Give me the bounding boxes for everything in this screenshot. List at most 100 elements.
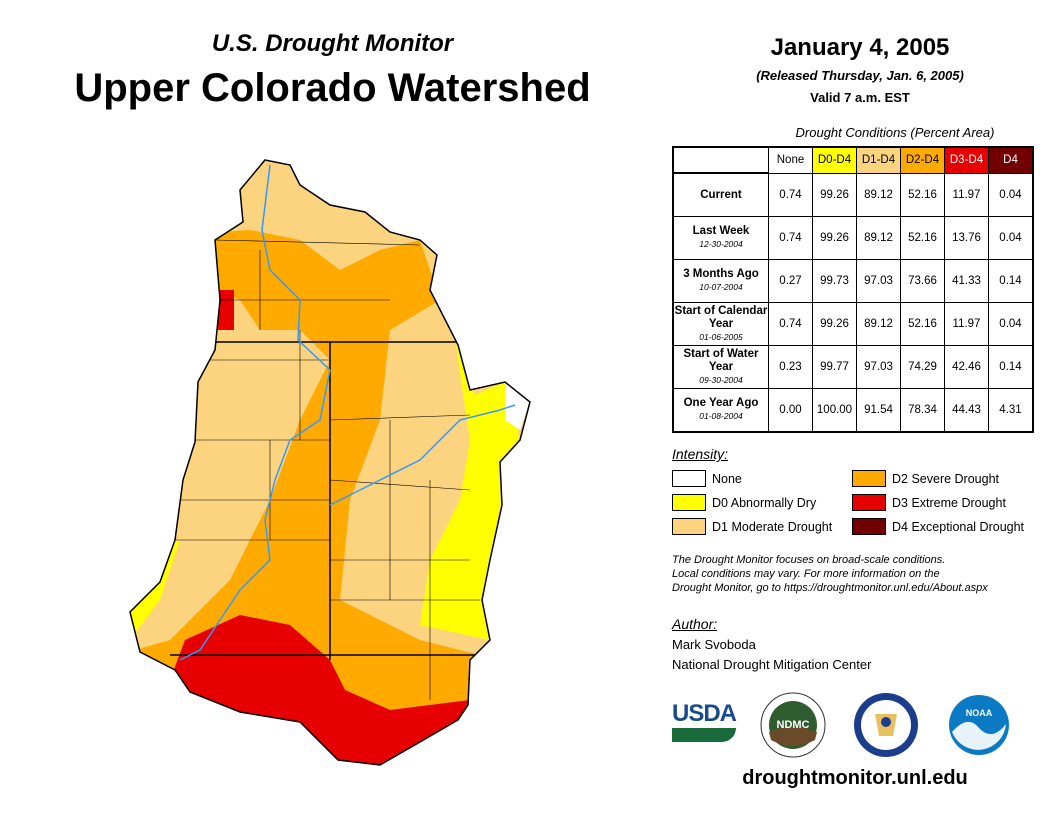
note-line: Drought Monitor, go to https://droughtmo… — [672, 582, 988, 594]
website-url[interactable]: droughtmonitor.unl.edu — [742, 767, 968, 789]
table-cell: 0.27 — [768, 259, 813, 303]
table-cell: 99.26 — [812, 302, 857, 346]
legend-item: D0 Abnormally Dry — [672, 494, 816, 511]
author-name: Mark Svoboda — [672, 637, 756, 652]
table-cell: 99.26 — [812, 172, 857, 217]
table-caption: Drought Conditions (Percent Area) — [795, 125, 995, 140]
table-cell: 0.14 — [988, 345, 1034, 389]
row-label: Start of Water Year 09-30-2004 — [672, 345, 769, 389]
legend-label: D0 Abnormally Dry — [712, 495, 817, 510]
row-date: 01-08-2004 — [699, 411, 743, 421]
note-line: The Drought Monitor focuses on broad-sca… — [672, 554, 946, 566]
column-header: None — [768, 146, 813, 174]
row-label-text: Current — [700, 188, 742, 201]
ndmc-logo: NDMC — [760, 692, 826, 758]
table-cell: 0.14 — [988, 259, 1034, 303]
row-date: 10-07-2004 — [699, 282, 743, 292]
legend-item: D1 Moderate Drought — [672, 518, 832, 535]
state-lines — [170, 341, 500, 660]
author-title: Author: — [672, 616, 718, 632]
map-date: January 4, 2005 — [770, 34, 950, 61]
author-org: National Drought Mitigation Center — [672, 657, 872, 672]
row-label: One Year Ago 01-08-2004 — [672, 388, 769, 433]
watershed-map — [129, 159, 531, 766]
table-cell: 89.12 — [856, 172, 901, 217]
legend-swatch — [852, 470, 886, 487]
table-cell: 99.77 — [812, 345, 857, 389]
table-cell: 74.29 — [900, 345, 945, 389]
row-date: 12-30-2004 — [699, 239, 743, 249]
table-cell: 99.26 — [812, 216, 857, 260]
table-cell: 0.74 — [768, 216, 813, 260]
legend-swatch — [852, 494, 886, 511]
table-row: 3 Months Ago 10-07-2004 0.27 99.73 97.03 73.6… — [672, 259, 1034, 303]
svg-text:NDMC: NDMC — [777, 719, 810, 731]
table-cell: 97.03 — [856, 259, 901, 303]
table-cell: 0.00 — [768, 388, 813, 433]
table-cell: 89.12 — [856, 302, 901, 346]
note-line: Local conditions may vary. For more info… — [672, 568, 940, 580]
noaa-logo: NOAA — [949, 695, 1009, 755]
table-cell: 78.34 — [900, 388, 945, 433]
release-date: (Released Thursday, Jan. 6, 2005) — [756, 68, 964, 83]
none-region — [505, 382, 530, 430]
table-cell: 89.12 — [856, 216, 901, 260]
table-cell: 99.73 — [812, 259, 857, 303]
table-cell: 42.46 — [944, 345, 989, 389]
legend-swatch — [672, 518, 706, 535]
legend-swatch — [672, 470, 706, 487]
table-cell: 0.23 — [768, 345, 813, 389]
table-cell: 52.16 — [900, 302, 945, 346]
d3-region-west — [212, 290, 234, 330]
table-row: One Year Ago 01-08-2004 0.00 100.00 91.54 78.… — [672, 388, 1034, 433]
table-row: Start of Water Year 09-30-2004 0.23 99.77 97… — [672, 345, 1034, 389]
row-label-text: Start of Water Year — [683, 347, 759, 373]
colorado-river — [179, 164, 516, 661]
table-cell: 41.33 — [944, 259, 989, 303]
legend-item: D2 Severe Drought — [852, 470, 999, 487]
table-row: Current 0.74 99.26 89.12 52.16 11.97 0.04 — [672, 172, 1034, 217]
row-label-text: Last Week — [692, 225, 750, 237]
table-cell: 100.00 — [812, 388, 857, 433]
table-row: Last Week 12-30-2004 0.74 99.26 89.12 52.16 13… — [672, 216, 1034, 260]
row-label: Start of Calendar Year 01-06-2005 — [672, 302, 769, 346]
table-cell: 0.04 — [988, 172, 1034, 217]
column-header: D0-D4 — [812, 146, 857, 174]
row-label-text: One Year Ago — [683, 397, 759, 409]
table-cell: 0.04 — [988, 302, 1034, 346]
table-cell: 44.43 — [944, 388, 989, 433]
svg-text:NOAA: NOAA — [966, 708, 993, 718]
column-header: D4 — [988, 146, 1034, 174]
usda-logo: USDA — [672, 700, 737, 748]
table-cell: 73.66 — [900, 259, 945, 303]
table-row: Start of Calendar Year 01-06-2005 0.74 99.2… — [672, 302, 1034, 346]
map-title: Upper Colorado Watershed — [74, 66, 591, 110]
row-label: Last Week 12-30-2004 — [672, 216, 769, 260]
row-date: 01-06-2005 — [699, 331, 743, 342]
map-subtitle: U.S. Drought Monitor — [211, 30, 454, 57]
valid-time: Valid 7 a.m. EST — [810, 90, 910, 105]
legend-item: None — [672, 470, 742, 487]
column-header: D2-D4 — [900, 146, 945, 174]
table-cell: 4.31 — [988, 388, 1034, 433]
legend-swatch — [672, 494, 706, 511]
legend-title: Intensity: — [672, 446, 729, 462]
legend-label: None — [712, 471, 742, 486]
table-cell: 52.16 — [900, 172, 945, 217]
legend-swatch — [852, 518, 886, 535]
legend-label: D1 Moderate Drought — [712, 519, 833, 534]
row-label: 3 Months Ago 10-07-2004 — [672, 259, 769, 303]
legend-label: D2 Severe Drought — [892, 471, 1000, 486]
header-blank — [673, 147, 769, 174]
column-header: D3-D4 — [944, 146, 989, 174]
drought-conditions-table: None D0-D4 D1-D4 D2-D4 D3-D4 D4 Current 0.74 99… — [672, 146, 1034, 433]
commerce-logo — [854, 693, 918, 757]
row-date: 09-30-2004 — [699, 374, 743, 385]
table-cell: 11.97 — [944, 172, 989, 217]
table-cell: 97.03 — [856, 345, 901, 389]
table-cell: 11.97 — [944, 302, 989, 346]
table-cell: 0.74 — [768, 172, 813, 217]
table-cell: 0.74 — [768, 302, 813, 346]
disclaimer-note: The Drought Monitor focuses on broad-sca… — [672, 553, 1052, 595]
